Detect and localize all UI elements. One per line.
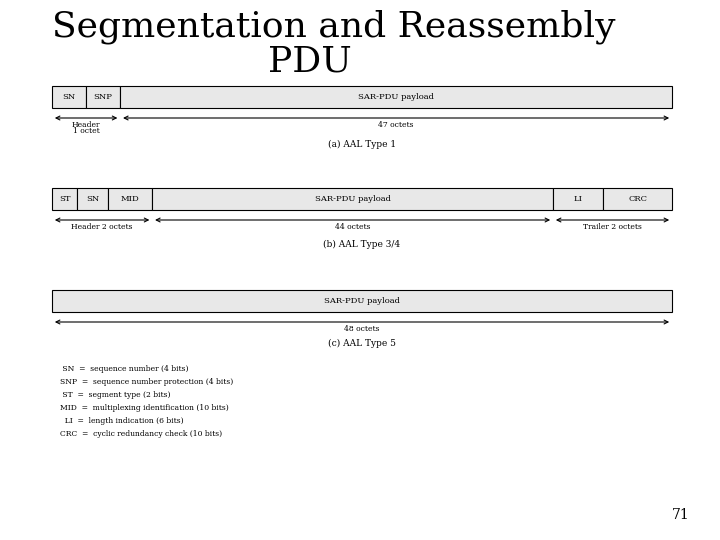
Text: CRC: CRC [628, 195, 647, 203]
Text: SNP: SNP [94, 93, 112, 101]
Bar [152, 188, 553, 210]
Bar [120, 86, 672, 108]
Text: (b) AAL Type 3/4: (b) AAL Type 3/4 [323, 240, 400, 249]
Text: MID  =  multiplexing identification (10 bits): MID = multiplexing identification (10 bi… [60, 404, 229, 412]
Text: 48 octets: 48 octets [344, 325, 379, 333]
Text: MID: MID [121, 195, 140, 203]
Text: 71: 71 [672, 508, 690, 522]
Text: (c) AAL Type 5: (c) AAL Type 5 [328, 339, 396, 348]
Text: SAR-PDU payload: SAR-PDU payload [315, 195, 391, 203]
Bar [553, 188, 603, 210]
Text: PDU: PDU [268, 45, 352, 79]
Bar [109, 188, 152, 210]
Text: Trailer 2 octets: Trailer 2 octets [583, 223, 642, 231]
Text: LI  =  length indication (6 bits): LI = length indication (6 bits) [60, 417, 184, 425]
Text: (a) AAL Type 1: (a) AAL Type 1 [328, 140, 396, 149]
Text: SAR-PDU payload: SAR-PDU payload [358, 93, 434, 101]
Bar [603, 188, 672, 210]
Bar [86, 86, 120, 108]
Text: ST  =  segment type (2 bits): ST = segment type (2 bits) [60, 391, 171, 399]
Text: ST: ST [59, 195, 71, 203]
Text: SN: SN [86, 195, 99, 203]
Text: Segmentation and Reassembly: Segmentation and Reassembly [52, 10, 616, 44]
Text: Header 2 octets: Header 2 octets [71, 223, 133, 231]
Text: SN  =  sequence number (4 bits): SN = sequence number (4 bits) [60, 365, 189, 373]
Text: SAR-PDU payload: SAR-PDU payload [324, 297, 400, 305]
Text: SNP  =  sequence number protection (4 bits): SNP = sequence number protection (4 bits… [60, 378, 233, 386]
Text: Header: Header [72, 121, 100, 129]
Text: 1 octet: 1 octet [73, 127, 99, 135]
Bar [52, 188, 77, 210]
Bar [52, 86, 86, 108]
Text: CRC  =  cyclic redundancy check (10 bits): CRC = cyclic redundancy check (10 bits) [60, 430, 222, 438]
Bar [77, 188, 109, 210]
Bar [52, 290, 672, 312]
Text: 44 octets: 44 octets [335, 223, 370, 231]
Text: 47 octets: 47 octets [378, 121, 414, 129]
Text: LI: LI [574, 195, 582, 203]
Text: SN: SN [63, 93, 76, 101]
